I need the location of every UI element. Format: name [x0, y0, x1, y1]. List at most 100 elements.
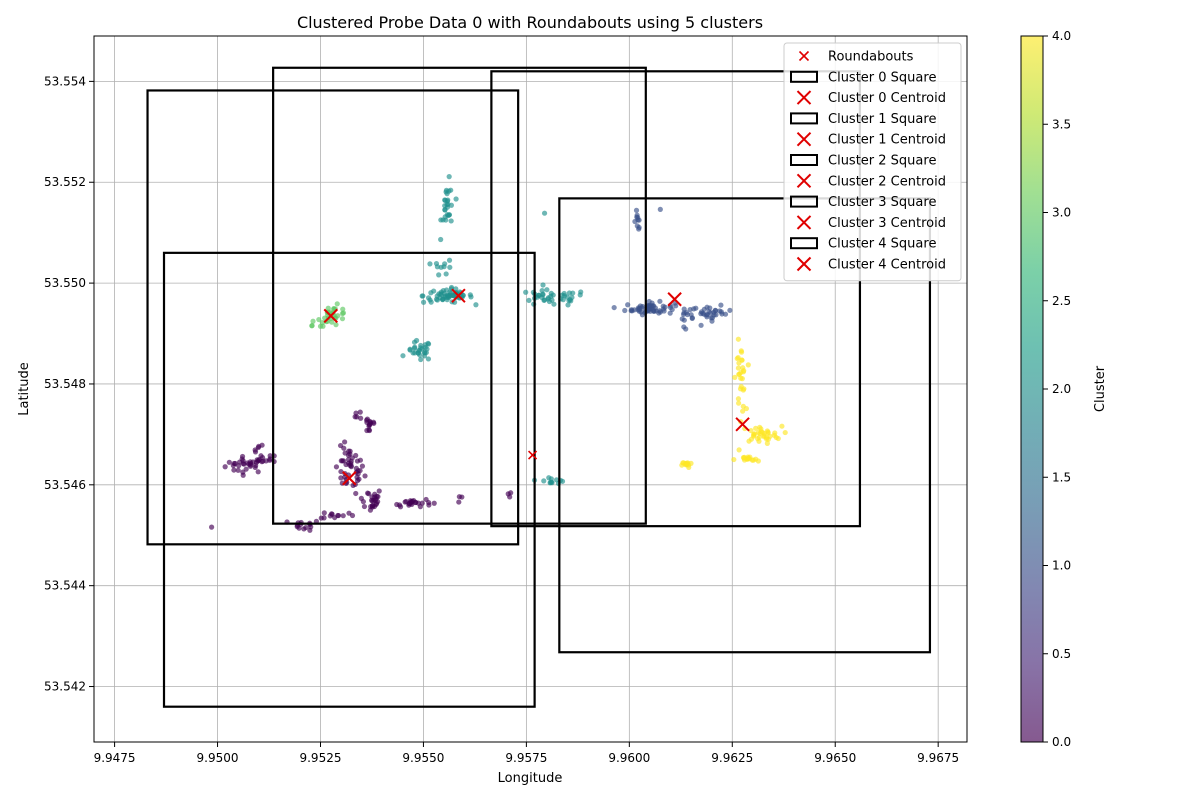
cluster-3-point: [316, 316, 322, 323]
cluster-4-point: [748, 427, 754, 434]
cluster-1-point: [625, 302, 631, 308]
cluster-2-point: [551, 301, 557, 307]
colorbar-tick-label: 0.0: [1052, 735, 1071, 749]
cluster-2-point: [443, 271, 449, 277]
cluster-2-point: [467, 292, 473, 298]
cluster-1-square: [558, 197, 932, 654]
cluster-2-point: [442, 203, 448, 209]
cluster-0-point: [406, 502, 412, 508]
cluster-1-point: [635, 217, 641, 223]
cluster-2-centroid: [451, 288, 466, 303]
cluster-0-point: [209, 524, 215, 530]
legend-label: Cluster 1 Square: [828, 112, 936, 127]
y-axis-label: Latitude: [17, 362, 32, 416]
grid-layer: [94, 36, 967, 742]
legend-label: Cluster 0 Square: [828, 70, 936, 85]
cluster-1-point: [633, 207, 640, 213]
colorbar-tick-label: 1.0: [1052, 559, 1071, 573]
cluster-4-point: [731, 456, 737, 463]
cluster-0-point: [231, 467, 237, 473]
cluster-2-point: [544, 287, 550, 293]
cluster-4-point: [755, 458, 761, 464]
cluster-2-point: [577, 292, 583, 298]
cluster-3-point: [334, 301, 340, 307]
cluster-0-point: [254, 457, 260, 463]
cluster-0-point: [258, 453, 264, 459]
chart-title: Clustered Probe Data 0 with Roundabouts …: [297, 13, 763, 32]
cluster-2-point: [438, 291, 444, 297]
cluster-1-point: [611, 304, 617, 311]
legend-square-icon: [790, 195, 818, 208]
cluster-2-point: [442, 207, 448, 213]
cluster-0-point: [335, 512, 341, 519]
cluster-0-point: [364, 419, 370, 426]
legend-square-icon: [790, 237, 818, 250]
legend-label: Cluster 4 Square: [828, 237, 936, 252]
cluster-4-point: [779, 423, 785, 429]
cluster-3-point: [309, 322, 315, 329]
legend-entry: Cluster 2 Centroid: [796, 173, 946, 189]
roundabout-marker: [527, 450, 538, 460]
cluster-0-point: [259, 459, 265, 465]
cluster-4-point: [771, 432, 777, 438]
cluster-3-point: [339, 316, 346, 322]
cluster-2-point: [559, 292, 565, 298]
cluster-4-point: [755, 436, 761, 442]
cluster-0-point: [301, 526, 307, 532]
y-tick-label: 53.542: [44, 680, 86, 694]
cluster-0-point: [361, 503, 368, 510]
cluster-0-point: [235, 467, 241, 473]
cluster-1-point: [687, 306, 693, 313]
cluster-2-point: [540, 282, 546, 288]
cluster-2-point: [400, 353, 406, 359]
cluster-2-point: [420, 299, 427, 305]
x-tick-label: 9.9575: [505, 751, 547, 765]
cluster-0-point: [339, 458, 345, 464]
cluster-2-point: [438, 236, 444, 243]
cluster-4-point: [740, 365, 746, 371]
legend-centroid-icon: [796, 256, 812, 272]
colorbar-tick-label: 0.5: [1052, 647, 1071, 661]
cluster-4-point: [738, 375, 744, 381]
cluster-2-point: [446, 212, 452, 218]
cluster-4-point: [740, 408, 746, 414]
legend-square-icon: [790, 112, 818, 125]
cluster-4-point: [753, 425, 759, 431]
cluster-2-point: [550, 292, 556, 298]
cluster-4-square: [490, 70, 862, 528]
cluster-0-point: [236, 463, 242, 469]
cluster-0-point: [358, 415, 364, 421]
cluster-2-point: [422, 344, 428, 351]
legend-entry: Cluster 3 Square: [790, 195, 936, 210]
legend-entry: Cluster 4 Square: [790, 237, 936, 252]
cluster-3-point: [319, 319, 325, 326]
cluster-0-point: [343, 461, 349, 468]
plot-frame: [93, 35, 968, 743]
legend-box: [783, 42, 962, 282]
cluster-0-point: [366, 491, 372, 497]
cluster-0-point: [456, 499, 462, 505]
cluster-1-point: [704, 312, 711, 318]
x-tick-label: 9.9550: [402, 751, 444, 765]
cluster-2-point: [446, 257, 453, 263]
legend-label: Cluster 3 Centroid: [828, 216, 946, 231]
colorbar-label: Cluster: [1093, 365, 1108, 412]
cluster-0-point: [353, 490, 359, 497]
cluster-0-point: [354, 458, 361, 464]
cluster-0-point: [333, 464, 340, 470]
cluster-0-point: [252, 449, 259, 455]
cluster-0-point: [327, 513, 333, 519]
cluster-2-point: [446, 188, 452, 194]
cluster-1-point: [667, 310, 673, 316]
cluster-4-point: [735, 336, 741, 342]
cluster-2-point: [444, 294, 450, 301]
cluster-0-point: [240, 469, 246, 475]
cluster-4-point: [732, 374, 738, 380]
cluster-2-point: [433, 296, 440, 302]
cluster-2-point: [570, 290, 576, 296]
cluster-2-point: [541, 297, 548, 303]
cluster-0-point: [337, 442, 344, 449]
legend-label: Cluster 2 Centroid: [828, 174, 946, 189]
cluster-2-point: [453, 286, 459, 292]
cluster-1-point: [651, 308, 657, 314]
